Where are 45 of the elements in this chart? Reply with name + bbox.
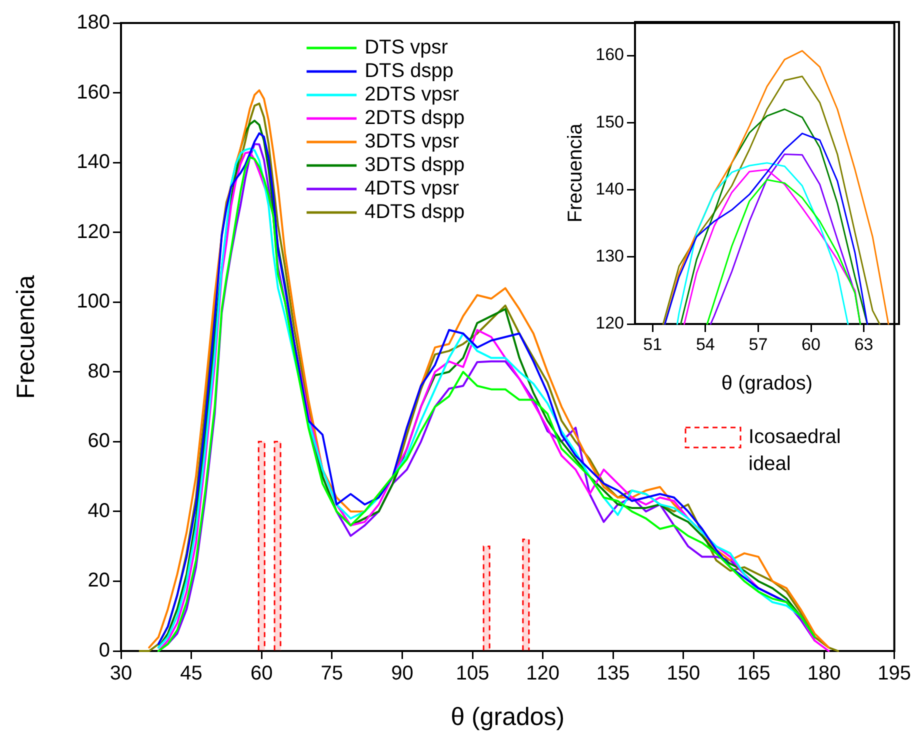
y-axis-title: Frecuencia [12,275,40,399]
y-tick-label: 20 [88,570,110,592]
x-tick-label: 135 [596,662,630,685]
x-tick-label: 180 [807,662,841,685]
x-tick-label: 63 [854,334,874,354]
y-tick-label: 0 [98,640,110,662]
x-tick-label: 195 [878,662,912,685]
legend-label: 3DTS dspp [364,154,465,176]
legend-label: DTS vpsr [364,36,448,59]
y-tick-label: 120 [596,314,624,333]
legend-label: 2DTS vpsr [364,84,460,106]
y-tick-label: 130 [596,246,624,266]
y-tick-label: 40 [88,500,110,522]
legend-label: 4DTS dspp [364,201,465,224]
y-axis-title: Frecuencia [564,122,587,222]
y-tick-label: 140 [76,151,110,174]
y-tick-label: 100 [76,290,110,313]
x-tick-label: 54 [696,334,715,354]
legend-label: DTS dspp [364,60,454,82]
legend-label: Icosaedral ideal [748,426,841,475]
x-tick-label: 60 [250,662,273,685]
x-tick-label: 90 [391,662,414,685]
x-tick-label: 60 [802,334,820,354]
x-tick-label: 51 [643,334,662,354]
legend-label: 2DTS dspp [364,107,465,130]
x-tick-label: 120 [526,662,560,685]
x-tick-label: 165 [737,662,770,685]
x-axis-title: θ (grados) [721,372,813,395]
y-tick-label: 60 [88,430,110,452]
x-tick-label: 75 [320,662,344,685]
y-tick-label: 120 [76,220,110,243]
legend-label: 3DTS vpsr [364,130,460,153]
y-tick-label: 80 [88,360,110,382]
x-tick-label: 105 [456,662,490,685]
x-tick-label: 57 [748,334,768,354]
y-tick-label: 160 [76,81,110,104]
x-tick-label: 45 [180,662,202,685]
y-tick-label: 150 [596,112,624,132]
x-tick-label: 30 [110,662,132,685]
y-tick-label: 160 [596,45,624,64]
x-axis-title: θ (grados) [450,702,565,731]
y-tick-label: 140 [596,179,624,198]
x-tick-label: 150 [666,662,700,685]
y-tick-label: 180 [76,12,110,34]
legend-label: 4DTS vpsr [364,178,460,200]
